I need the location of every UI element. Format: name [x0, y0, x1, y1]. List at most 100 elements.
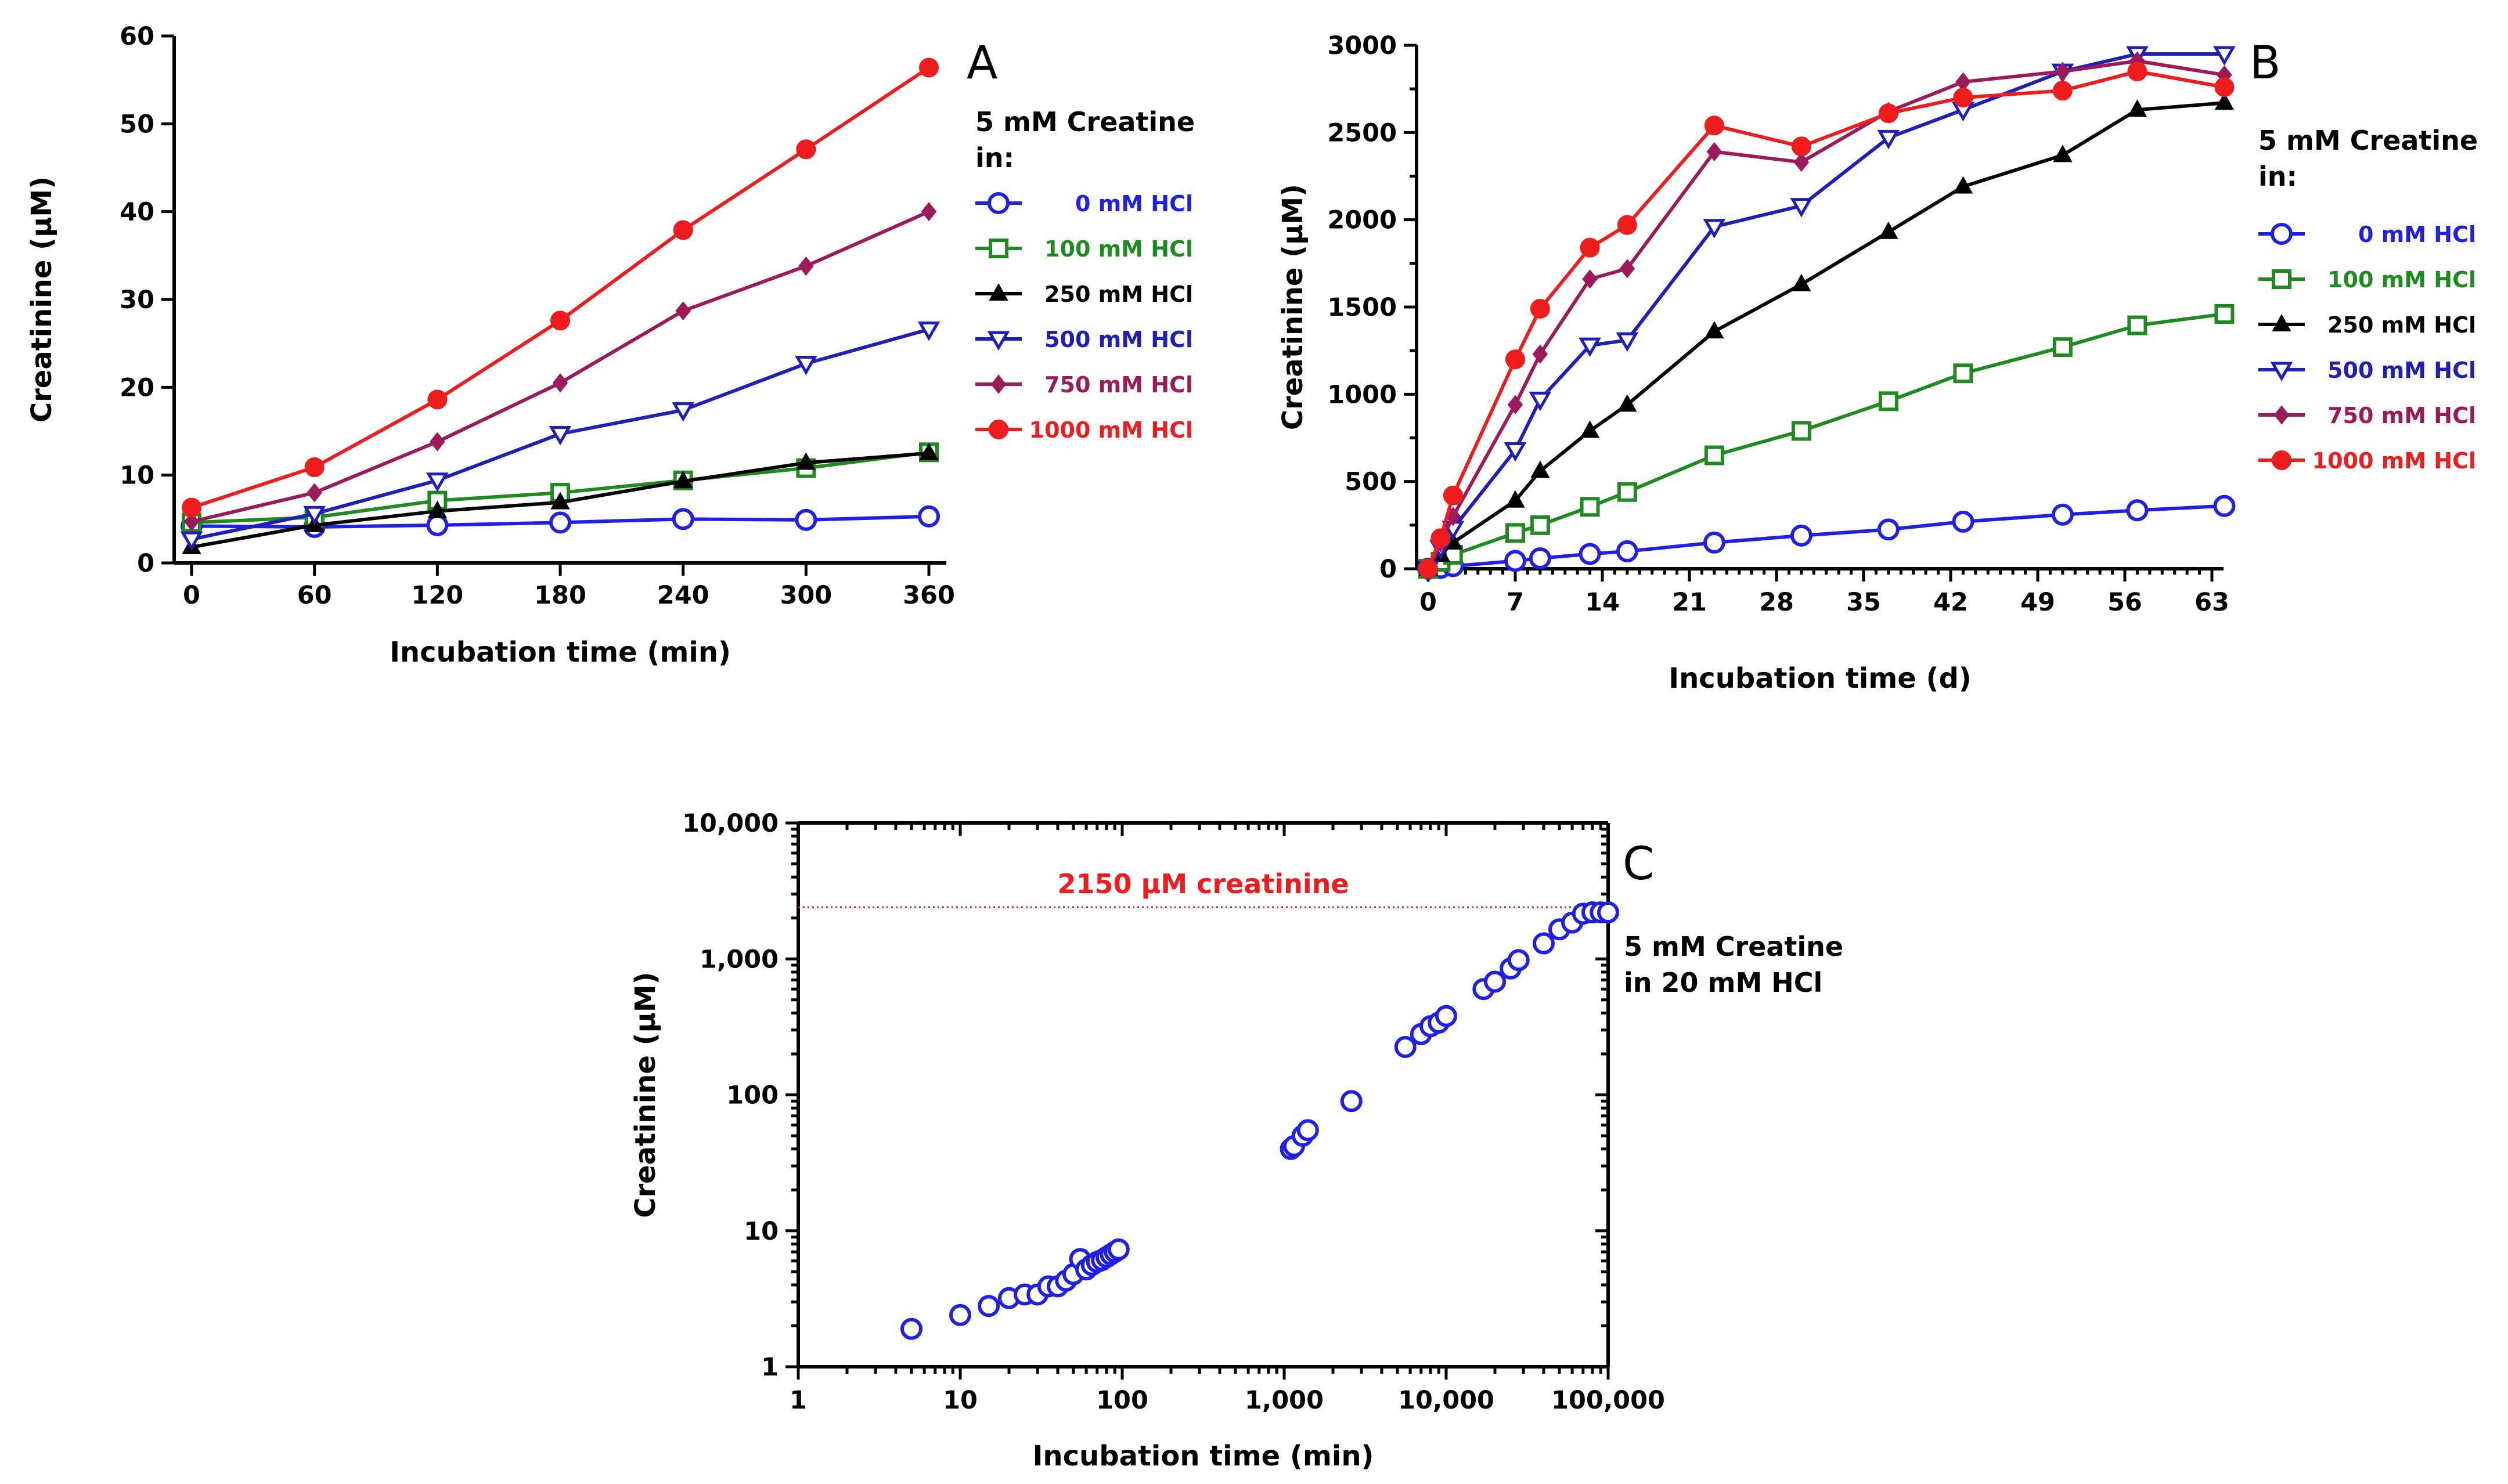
data-point	[1435, 1005, 1457, 1027]
data-point	[550, 492, 570, 510]
data-point	[1704, 445, 1724, 465]
x-tick-label: 10,000	[1398, 1386, 1494, 1415]
y-tick-label: 2500	[1327, 118, 1397, 147]
series-line	[1426, 70, 2225, 570]
data-point	[550, 310, 570, 331]
x-tick-label: 0	[1419, 588, 1437, 617]
data-point	[2127, 99, 2147, 117]
data-point	[1107, 1238, 1130, 1261]
chart-panel-a: 0 60 120 180 240 300 360 0 10 20 30 40 50 60 Incubatio…	[26, 22, 1195, 669]
y-tick-label: 60	[120, 22, 154, 51]
y-tick-label: 1500	[1327, 293, 1397, 322]
legend-swatch-marker	[989, 283, 1008, 301]
data-point	[1430, 528, 1451, 548]
x-tick-label: 240	[657, 581, 709, 610]
y-tick-label: 0	[137, 549, 154, 578]
x-tick-label: 1,000	[1245, 1386, 1324, 1415]
data-point	[1507, 949, 1530, 972]
data-point	[1504, 442, 1527, 462]
legend-label: 250 mM HCl	[2327, 312, 2476, 338]
legend-swatch-marker	[990, 374, 1007, 394]
data-point	[1582, 269, 1598, 289]
series-line	[1426, 101, 2225, 570]
y-tick-label: 20	[120, 373, 154, 402]
data-point	[1505, 523, 1525, 543]
y-tick-label: 10	[120, 461, 154, 490]
data-point	[307, 483, 322, 503]
data-point	[1530, 515, 1550, 535]
data-point	[673, 471, 693, 489]
chart-panel-b: 0 7 14 21 28 35 42 49 56 63 0 500 1000 1500 2000 2500 30…	[1277, 31, 2478, 695]
data-point	[672, 508, 694, 530]
y-tick-label: 10,000	[682, 809, 779, 838]
data-point	[900, 1317, 923, 1340]
y-tick-label: 1,000	[700, 945, 779, 974]
data-point	[1483, 970, 1506, 993]
legend-swatch-marker	[2273, 405, 2290, 425]
x-tick-label: 1	[790, 1386, 807, 1415]
data-point	[427, 500, 448, 518]
data-point	[2126, 499, 2149, 522]
data-point	[2213, 494, 2236, 517]
x-tick-label: 180	[534, 581, 586, 610]
data-point	[795, 355, 817, 375]
series-0-mm-hcl	[181, 505, 940, 538]
legend-swatch-marker	[2272, 313, 2291, 331]
series-0-mm-hcl	[1417, 494, 2236, 580]
legend-label: 1000 mM HCl	[2312, 448, 2476, 474]
x-tick-label: 21	[1672, 588, 1707, 617]
x-tick-label: 0	[183, 581, 200, 610]
data-point	[1953, 176, 1973, 194]
data-point	[796, 139, 816, 160]
data-point	[2053, 145, 2073, 163]
data-point	[304, 457, 325, 478]
y-axis-title: Creatinine (µM)	[1277, 184, 1309, 430]
legend-title-line: 5 mM Creatine	[975, 106, 1195, 138]
x-tick-label: 300	[780, 581, 832, 610]
data-point	[796, 452, 816, 470]
x-tick-label: 56	[2107, 588, 2142, 617]
data-point	[182, 497, 201, 518]
legend-swatch-marker	[988, 192, 1010, 214]
y-tick-label: 50	[120, 110, 154, 139]
data-point	[1617, 394, 1637, 412]
data-point	[1792, 273, 1811, 291]
x-tick-label: 28	[1759, 588, 1794, 617]
data-point	[949, 1304, 971, 1326]
data-point	[1532, 344, 1548, 364]
y-axis-title: Creatinine (µM)	[26, 176, 58, 423]
data-point	[1705, 321, 1724, 339]
series-1000-mm-hcl	[1418, 62, 2235, 579]
legend-label: 100 mM HCl	[2327, 267, 2476, 293]
data-point	[552, 373, 568, 393]
x-tick-label: 35	[1846, 588, 1881, 617]
legend-label: 250 mM HCl	[1044, 281, 1193, 307]
y-tick-label: 0	[1379, 555, 1397, 584]
legend-swatch-marker	[2270, 362, 2293, 382]
panel-letter: B	[2250, 37, 2281, 89]
data-point	[2214, 92, 2235, 110]
data-point	[2052, 81, 2073, 101]
data-point	[2051, 503, 2074, 526]
data-point	[2213, 46, 2236, 66]
data-point	[1616, 332, 1639, 352]
data-point	[1529, 547, 1551, 569]
data-point	[1579, 543, 1601, 565]
series-750-mm-hcl	[183, 202, 937, 532]
data-point	[919, 442, 939, 460]
x-axis-title: Incubation time (min)	[1033, 1440, 1374, 1472]
data-point	[1877, 518, 1900, 541]
x-tick-label: 49	[2020, 588, 2055, 617]
legend-label: 100 mM HCl	[1044, 236, 1193, 262]
x-tick-label: 14	[1585, 588, 1620, 617]
series-1000-mm-hcl	[182, 57, 939, 518]
data-point	[303, 506, 326, 526]
x-tick-label: 360	[903, 581, 955, 610]
legend-swatch-marker	[987, 331, 1010, 351]
x-tick-label: 60	[297, 581, 332, 610]
legend-swatch-marker	[2272, 269, 2291, 289]
legend: 5 mM Creatine in: 0 mM HCl 100 mM HCl 250 mM…	[2258, 125, 2478, 474]
data-point	[1706, 142, 1723, 162]
data-point	[430, 432, 445, 452]
data-point	[1529, 391, 1552, 411]
